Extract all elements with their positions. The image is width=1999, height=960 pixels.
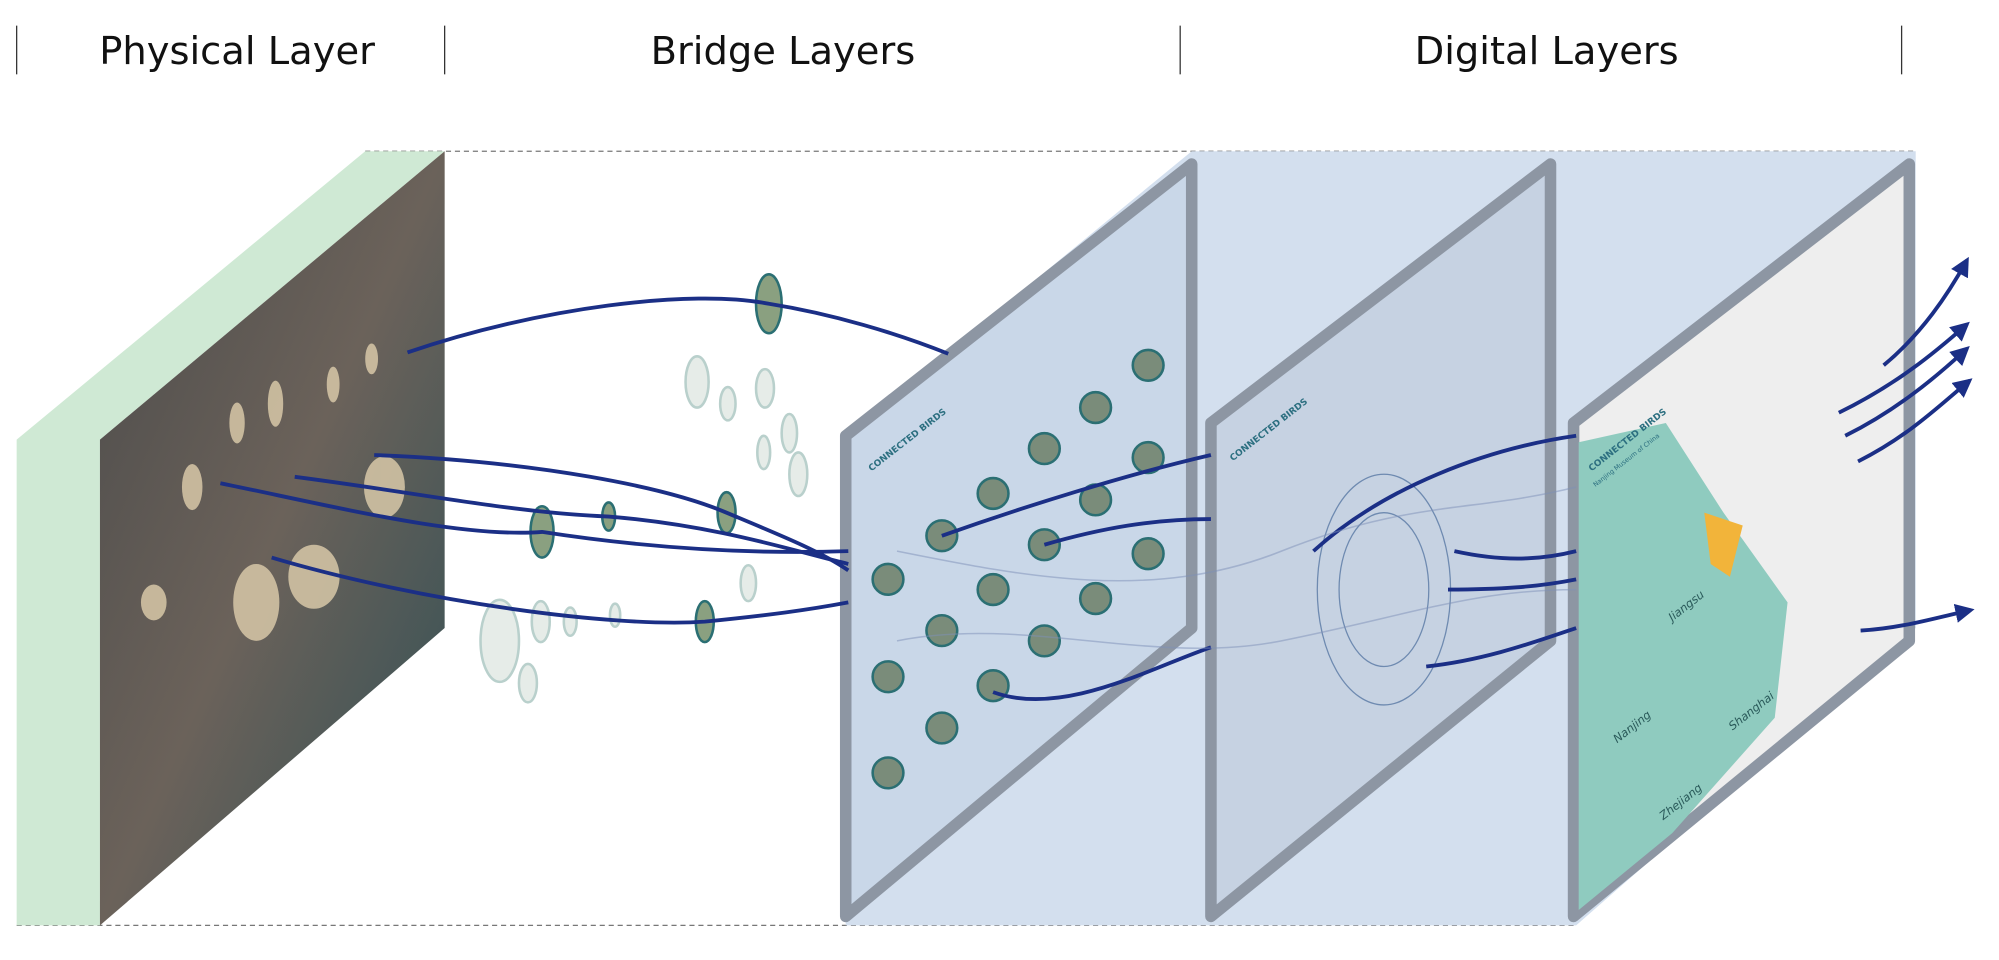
faded-birds xyxy=(479,355,809,704)
digital-header: Digital Layers xyxy=(1415,29,1679,74)
connections xyxy=(220,256,1975,702)
map-highlight xyxy=(1704,512,1743,577)
physical-side xyxy=(16,151,445,926)
tablet-2: CONNECTED BIRDS xyxy=(1205,158,1557,923)
bird-thumbnails xyxy=(871,348,1165,790)
museum-photo xyxy=(99,151,445,926)
exhibit-birds xyxy=(140,343,405,641)
bridge-header: Bridge Layers xyxy=(651,29,916,74)
header-dividers xyxy=(16,25,1903,75)
physical-header: Physical Layer xyxy=(99,29,375,74)
tablet-3: CONNECTED BIRDS Nanjing Museum of China … xyxy=(1567,158,1916,923)
